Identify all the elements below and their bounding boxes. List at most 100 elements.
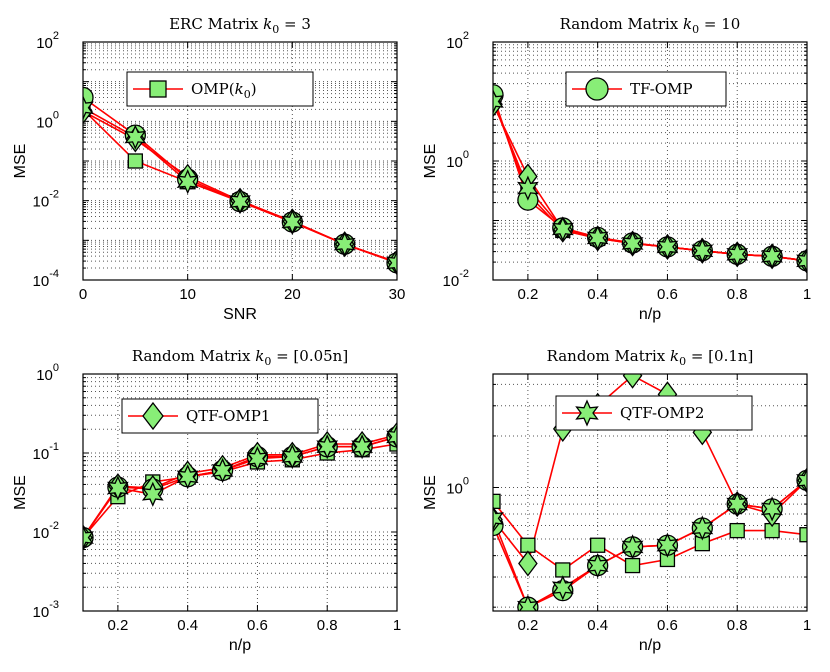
chart-title: Random Matrix k0 = [0.05n] (132, 347, 348, 368)
data-point-hexagram (796, 467, 807, 494)
x-tick-label: 0.4 (177, 617, 198, 634)
chart-title: ERC Matrix k0 = 3 (169, 15, 311, 36)
data-point-hexagram (246, 445, 269, 472)
series-line-qtf-omp2 (493, 479, 807, 609)
data-point-square (555, 562, 571, 578)
data-point-hexagram (176, 169, 199, 195)
data-point-hexagram (176, 464, 199, 490)
x-tick-label: 0.6 (657, 617, 678, 634)
axes-frame (82, 373, 398, 612)
y-tick-label: 102 (446, 30, 469, 52)
data-point-hexagram (83, 95, 94, 121)
x-tick-label: 0.6 (247, 617, 268, 634)
y-tick-label: 10-2 (33, 520, 59, 542)
data-point-hexagram (586, 225, 609, 251)
x-tick-label: 0.2 (107, 617, 128, 634)
data-point-hexagram (83, 525, 94, 551)
x-axis-label: SNR (223, 306, 257, 323)
legend-label: OMP(k0) (191, 80, 257, 101)
data-point-hexagram (691, 238, 714, 264)
data-point-hexagram (726, 241, 749, 267)
x-axis-label: n/p (229, 637, 251, 654)
legend: QTF-OMP1 (121, 398, 319, 434)
legend-marker (585, 77, 609, 101)
series-line-omp-k0- (493, 500, 807, 571)
data-point-square (729, 522, 745, 539)
y-tick-label: 100 (446, 149, 469, 171)
data-point-hexagram (316, 434, 339, 460)
data-point-hexagram (761, 243, 784, 269)
data-point-hexagram (281, 443, 304, 470)
y-tick-label: 100 (36, 362, 59, 384)
x-tick-label: 0.4 (587, 286, 608, 303)
x-axis-label: n/p (639, 637, 661, 654)
legend: QTF-OMP2 (555, 395, 753, 431)
data-point-hexagram (796, 248, 807, 274)
data-point-hexagram (386, 424, 397, 450)
data-point-hexagram (621, 534, 644, 560)
legend-marker (142, 401, 164, 431)
data-point-square (127, 153, 143, 169)
axes-frame (492, 373, 808, 612)
data-point-hexagram (106, 475, 129, 501)
legend: TF-OMP (565, 71, 727, 107)
series-line-qtf-omp2 (493, 101, 807, 262)
y-tick-label: 10-3 (33, 599, 59, 621)
x-tick-label: 0 (79, 286, 87, 303)
x-tick-label: 0.2 (517, 617, 538, 634)
chart-panel-1: 0 10 20 30 10-4 10-2 100 102 SNR MSE ERC Matrix k0… (12, 15, 406, 323)
x-tick-label: 0.6 (657, 286, 678, 303)
legend-label: QTF-OMP2 (620, 404, 704, 422)
chart-panel-2: 0.2 0.4 0.6 0.8 1 10-2 100 102 n/p MSE Random Matr… (422, 15, 811, 323)
data-point-square (624, 557, 641, 574)
legend: OMP(k0) (126, 71, 314, 107)
data-point-hexagram (516, 175, 539, 201)
data-point-hexagram (551, 216, 574, 242)
data-point-hexagram (211, 457, 234, 484)
legend-marker (575, 399, 599, 427)
data-point-hexagram (656, 234, 679, 260)
x-tick-label: 30 (389, 286, 406, 303)
chart-panel-4: 0.2 0.4 0.6 0.8 1 100 n/p MSE Random Matrix k0 =… (422, 347, 811, 654)
data-point-hexagram (586, 552, 609, 579)
legend-marker (149, 80, 167, 98)
data-point-hexagram (351, 434, 374, 460)
series-line-qtf-omp1 (493, 374, 807, 566)
legend-label: QTF-OMP1 (186, 407, 270, 425)
y-tick-label: 10-1 (33, 441, 59, 463)
data-point-hexagram (493, 505, 504, 531)
y-tick-label: 100 (36, 109, 59, 131)
y-axis-label: MSE (12, 475, 29, 510)
y-axis-label: MSE (12, 144, 29, 179)
data-series-group (83, 421, 397, 551)
x-tick-label: 1 (803, 617, 811, 634)
x-tick-label: 0.8 (317, 617, 338, 634)
series-line-qtf-omp2 (83, 436, 397, 539)
legend-label: TF-OMP (630, 80, 693, 98)
x-tick-label: 1 (803, 286, 811, 303)
data-point-hexagram (726, 491, 749, 517)
y-tick-label: 10-2 (443, 268, 469, 290)
y-tick-label: 10-4 (33, 268, 59, 290)
axes-frame (82, 41, 398, 281)
data-point-hexagram (281, 209, 304, 235)
x-tick-label: 0.4 (587, 617, 608, 634)
data-point-diamond (622, 374, 643, 389)
chart-title: Random Matrix k0 = 10 (560, 15, 741, 36)
x-tick-label: 10 (179, 286, 196, 303)
x-tick-label: 0.8 (727, 617, 748, 634)
series-line-qtf-omp1 (83, 434, 397, 539)
data-point-square (799, 527, 807, 543)
x-tick-label: 1 (393, 617, 401, 634)
y-tick-label: 102 (36, 30, 59, 52)
data-point-hexagram (124, 124, 147, 150)
data-series-group (493, 84, 807, 274)
y-tick-label: 10-2 (33, 189, 59, 211)
x-tick-label: 0.2 (517, 286, 538, 303)
x-axis-label: n/p (639, 306, 661, 323)
y-axis-label: MSE (422, 475, 439, 510)
data-point-hexagram (493, 88, 504, 115)
data-point-hexagram (386, 250, 397, 276)
chart-title: Random Matrix k0 = [0.1n] (547, 347, 754, 368)
